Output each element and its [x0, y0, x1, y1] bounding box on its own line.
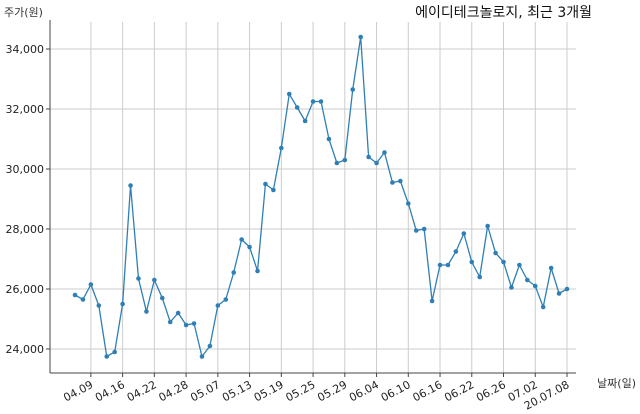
data-point [128, 183, 133, 188]
data-point [445, 262, 451, 268]
price-line [74, 36, 568, 358]
data-point [239, 237, 244, 242]
chart-title: 에이디테크놀로지, 최근 3개월 [415, 5, 592, 21]
y-tick-labels: 24,000 26,000 28,000 30,000 32,000 34,000 [6, 43, 50, 356]
data-point [96, 303, 102, 308]
price-series [72, 34, 570, 359]
y-tick-label: 34,000 [6, 43, 45, 56]
data-point [517, 262, 522, 268]
data-point [342, 157, 348, 163]
data-point [358, 34, 363, 40]
data-point [437, 262, 443, 268]
data-point [112, 349, 117, 355]
data-point [159, 295, 165, 301]
data-point [469, 259, 475, 265]
data-point [501, 259, 506, 265]
data-point [144, 309, 149, 314]
data-point [80, 297, 86, 302]
data-point [247, 244, 252, 250]
x-tick-label: 04.22 [125, 378, 159, 404]
y-tick-label: 28,000 [6, 223, 45, 236]
data-point [493, 250, 498, 256]
data-point [334, 160, 340, 166]
data-point [382, 150, 387, 155]
data-point [294, 105, 300, 110]
x-tick-label: 06.10 [379, 378, 413, 404]
data-point [350, 87, 356, 92]
data-point [255, 268, 260, 274]
x-tick-label: 05.19 [252, 378, 286, 404]
data-point [485, 223, 490, 229]
data-point [548, 265, 554, 271]
data-point [310, 99, 316, 104]
data-point [540, 304, 546, 310]
data-point [88, 282, 94, 287]
data-point [183, 322, 189, 328]
data-point [405, 201, 411, 206]
data-point [453, 249, 459, 254]
x-tick-label: 06.22 [442, 378, 476, 404]
data-point [509, 285, 514, 290]
x-tick-label: 05.25 [284, 378, 318, 404]
x-tick-label: 04.16 [93, 378, 127, 404]
data-point [429, 298, 435, 304]
data-point [231, 270, 237, 275]
x-tick-label: 05.07 [188, 378, 222, 404]
x-tick-label: 06.16 [411, 378, 445, 404]
data-point [120, 301, 125, 307]
data-point [390, 180, 395, 185]
data-point [215, 303, 221, 308]
data-point [223, 297, 229, 302]
x-tick-label: 06.26 [474, 378, 508, 404]
data-point [191, 321, 197, 326]
data-point [302, 118, 308, 124]
data-point [564, 286, 570, 292]
x-tick-label: 04.09 [61, 378, 95, 404]
y-tick-label: 30,000 [6, 163, 45, 176]
data-point [263, 181, 268, 187]
y-tick-label: 32,000 [6, 103, 45, 116]
data-point [199, 354, 205, 359]
data-point [167, 319, 173, 325]
data-point [136, 276, 141, 281]
data-point [279, 145, 284, 151]
y-tick-label: 24,000 [6, 343, 45, 356]
data-point [477, 274, 483, 280]
data-point [525, 277, 530, 283]
data-point [532, 283, 538, 289]
x-axis-title: 날짜(일) [597, 376, 636, 390]
data-point [152, 277, 157, 283]
data-point [413, 228, 419, 233]
x-tick-label: 05.13 [220, 378, 254, 404]
x-tick-label: 04.28 [157, 378, 191, 404]
data-point [461, 231, 467, 236]
data-point [318, 99, 324, 104]
data-point [421, 226, 427, 232]
data-point [207, 343, 213, 349]
data-point [104, 354, 110, 359]
data-point [374, 160, 379, 166]
data-point [398, 178, 403, 184]
y-tick-label: 26,000 [6, 283, 45, 296]
data-point [286, 91, 292, 97]
x-tick-labels: 04.0904.1604.2204.2805.0705.1305.1905.25… [61, 373, 571, 413]
data-point [326, 136, 332, 142]
gridlines [50, 22, 576, 373]
x-tick-label: 06.04 [347, 378, 381, 404]
x-tick-label: 05.29 [315, 378, 349, 404]
data-point [366, 154, 371, 160]
data-point [271, 187, 276, 193]
y-axis-title: 주가(원) [4, 6, 43, 19]
data-point [175, 310, 181, 316]
data-point [556, 291, 562, 296]
data-point [72, 292, 78, 298]
